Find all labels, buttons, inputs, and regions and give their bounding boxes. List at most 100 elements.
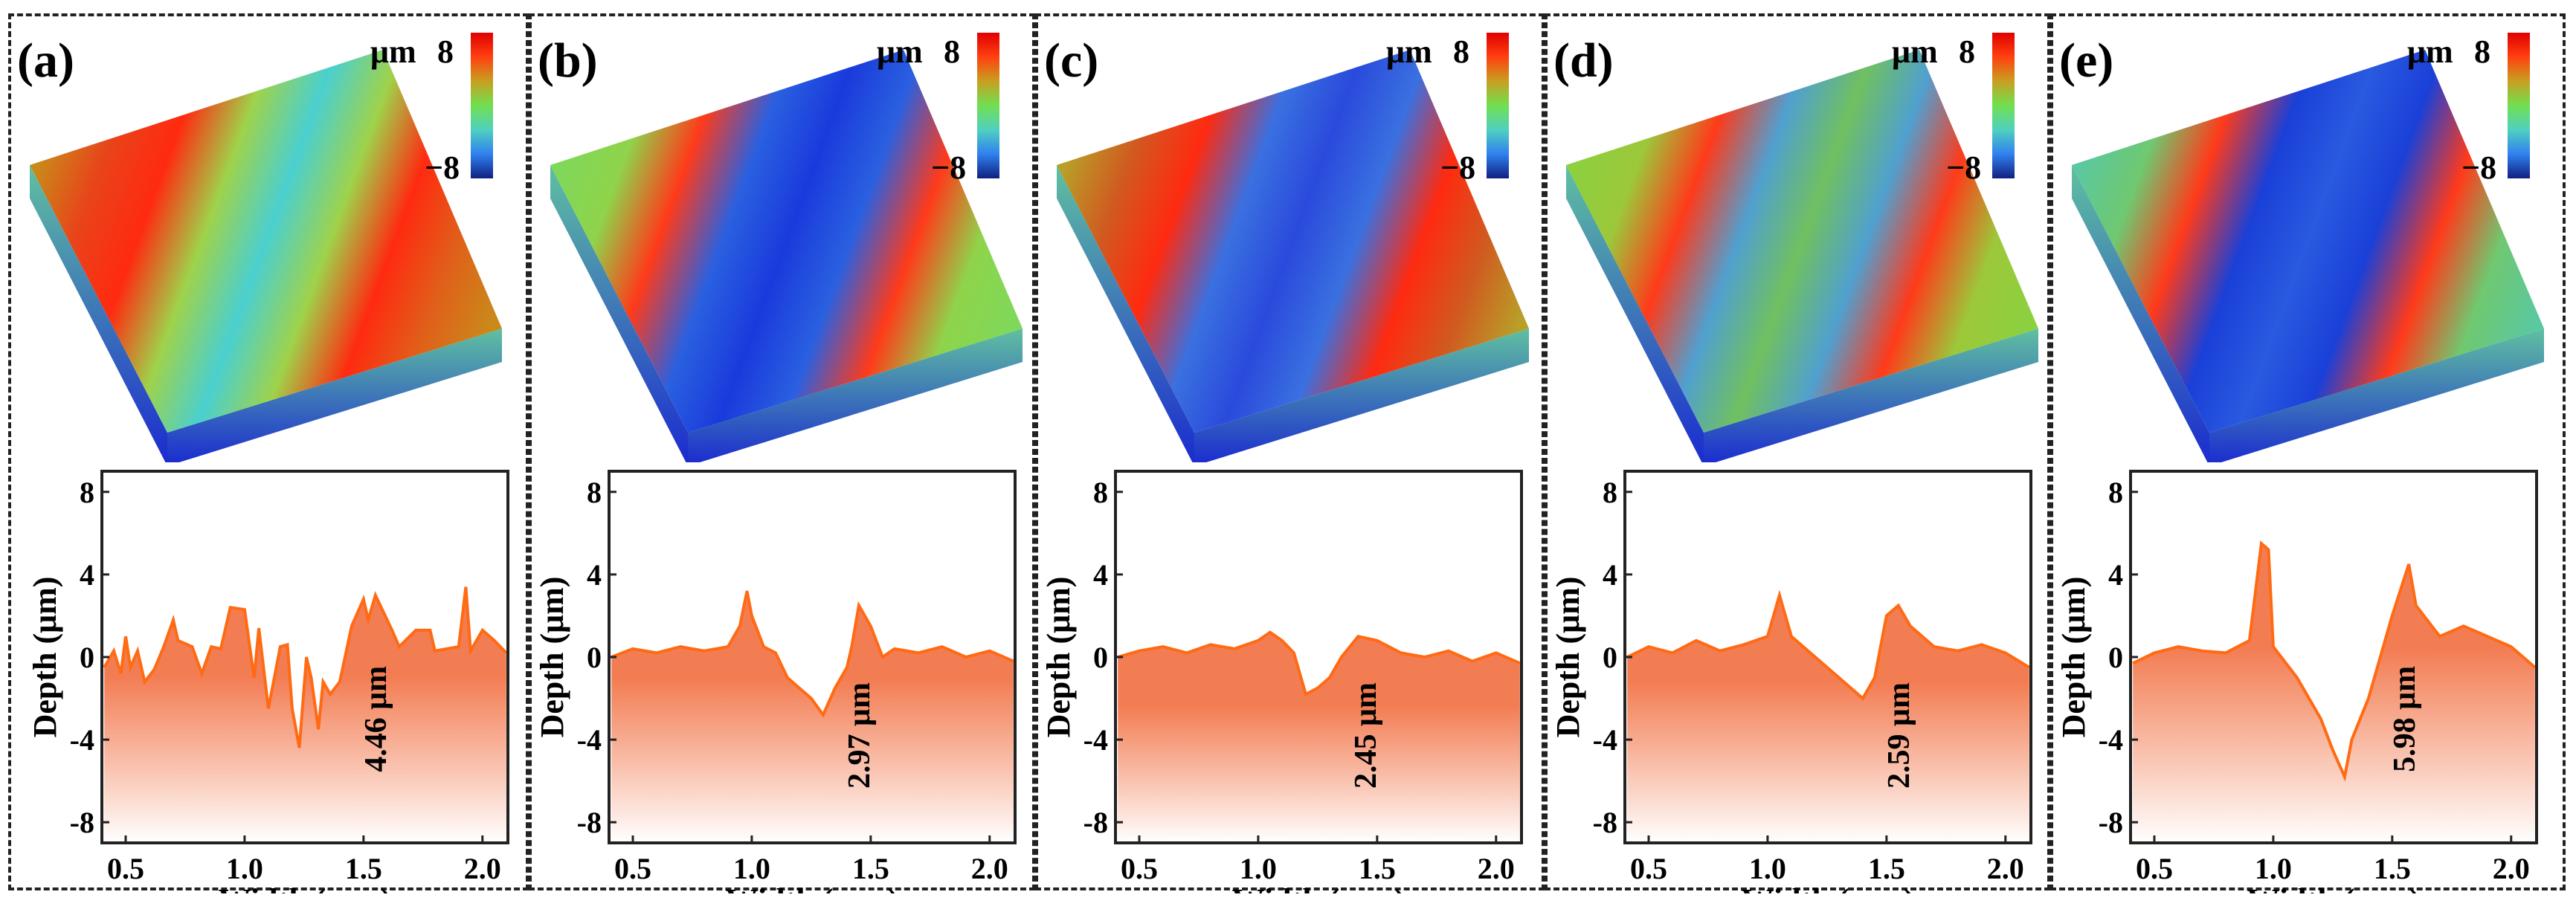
y-tick-label: -8 <box>1083 806 1108 839</box>
plot-frame <box>1623 470 2032 844</box>
surface-3d-image <box>1566 50 2038 462</box>
x-tick-label: 1.5 <box>1868 852 1905 885</box>
x-tick-label: 2.0 <box>1478 852 1515 885</box>
x-tick-label: 0.5 <box>614 852 651 885</box>
x-tick-label: 1.5 <box>2374 852 2411 885</box>
colorbar-min-label: −8 <box>425 149 460 186</box>
surface-3d-image <box>1057 50 1529 462</box>
x-tick-label: 1.5 <box>345 852 382 885</box>
surface-side-front <box>2209 329 2544 462</box>
y-axis-title: Depth (μm) <box>1550 577 1586 738</box>
panel-c: (c) μm 8 −8 0.5 1.0 1.5 2.0 8 4 0 -4 -8 Width (mm) Dep… <box>1035 13 1545 893</box>
colorbar-max-label: 8 <box>944 33 960 70</box>
panel-label: (e) <box>2059 33 2114 88</box>
x-tick-label: 1.0 <box>1240 852 1277 885</box>
profile-area-fill <box>2133 543 2535 843</box>
depth-annotation: 2.59 μm <box>1882 682 1916 789</box>
y-tick-label: -4 <box>577 723 602 757</box>
y-tick-label: 8 <box>1603 476 1617 509</box>
plot-frame <box>608 470 1017 844</box>
x-axis-title: Width (mm) <box>1742 882 1915 893</box>
depth-annotation: 5.98 μm <box>2388 666 2422 772</box>
colorbar-min-label: −8 <box>931 149 967 186</box>
x-tick-label: 1.0 <box>1749 852 1786 885</box>
y-tick-label: 0 <box>1093 641 1108 674</box>
y-tick-label: 4 <box>1093 558 1108 592</box>
profile-area-fill <box>104 586 506 843</box>
surface-side-front <box>1194 329 1529 462</box>
colorbar-max-label: 8 <box>1453 33 1469 70</box>
profile-line <box>611 590 1014 718</box>
surface-side-front <box>167 329 502 462</box>
y-tick-label: -8 <box>1593 806 1617 839</box>
surface-side-left <box>30 165 167 462</box>
x-tick-label: 1.5 <box>1359 852 1396 885</box>
y-tick-label: 8 <box>2108 476 2123 509</box>
y-tick-label: 4 <box>587 558 602 592</box>
depth-annotation: 2.45 μm <box>1349 682 1383 789</box>
x-tick-label: 1.5 <box>852 852 889 885</box>
plot-frame <box>100 470 509 844</box>
x-tick-label: 0.5 <box>107 852 144 885</box>
y-tick-label: 0 <box>587 641 602 674</box>
y-axis-title: Depth (μm) <box>1040 577 1077 738</box>
colorbar <box>2508 33 2530 178</box>
colorbar-unit-label: μm <box>1386 33 1432 70</box>
x-tick-label: 0.5 <box>1630 852 1667 885</box>
y-tick-label: 8 <box>80 476 94 509</box>
panel-d: (d) μm 8 −8 0.5 1.0 1.5 2.0 8 4 0 -4 -8 Width (mm) Dep… <box>1545 13 2050 893</box>
x-tick-label: 1.0 <box>733 852 770 885</box>
surface-side-left <box>2072 165 2209 462</box>
y-tick-label: 0 <box>80 641 94 674</box>
surface-side-left <box>1057 165 1194 462</box>
panel-label: (b) <box>538 33 598 88</box>
surface-3d-image <box>30 50 502 462</box>
x-tick-label: 2.0 <box>464 852 501 885</box>
y-tick-label: -8 <box>70 806 94 839</box>
colorbar-max-label: 8 <box>2474 33 2490 70</box>
colorbar-max-label: 8 <box>437 33 454 70</box>
y-tick-label: -8 <box>2099 806 2123 839</box>
y-tick-label: 4 <box>2108 558 2123 592</box>
colorbar <box>1992 33 2015 178</box>
plot-frame <box>2129 470 2538 844</box>
x-tick-label: 0.5 <box>2136 852 2173 885</box>
colorbar-max-label: 8 <box>1959 33 1975 70</box>
surface-top <box>30 50 502 433</box>
surface-side-front <box>688 329 1023 462</box>
profile-line <box>103 586 508 748</box>
colorbar-unit-label: μm <box>370 33 416 70</box>
y-axis-title: Depth (μm) <box>534 577 570 738</box>
surface-top <box>1566 50 2038 433</box>
surface-top <box>550 50 1023 433</box>
y-tick-label: -4 <box>70 723 94 757</box>
surface-side-left <box>550 165 688 462</box>
depth-annotation: 2.97 μm <box>843 682 877 789</box>
panel-e: (e) μm 8 −8 0.5 1.0 1.5 2.0 8 4 0 -4 -8 Width (mm) Dep… <box>2050 13 2566 893</box>
plot-frame <box>1114 470 1523 844</box>
profile-area-fill <box>1627 595 2029 843</box>
x-tick-label: 2.0 <box>1987 852 2024 885</box>
x-tick-label: 2.0 <box>2493 852 2530 885</box>
profile-line <box>2132 540 2537 782</box>
surface-side-front <box>1704 329 2038 462</box>
x-tick-label: 1.0 <box>226 852 263 885</box>
colorbar <box>977 33 999 178</box>
y-axis-title: Depth (μm) <box>2055 577 2092 738</box>
panel-a: (a) μm 8 −8 0.5 1.0 1.5 2.0 8 4 0 -4 -8 Width (mm) Dep… <box>8 13 529 893</box>
y-axis-title: Depth (μm) <box>27 577 63 738</box>
y-tick-label: 8 <box>1093 476 1108 509</box>
profile-line <box>1117 630 1521 696</box>
colorbar-min-label: −8 <box>1946 149 1982 186</box>
colorbar-unit-label: μm <box>2407 33 2453 70</box>
x-tick-label: 0.5 <box>1121 852 1158 885</box>
surface-3d-image <box>550 50 1023 462</box>
surface-side-left <box>1566 165 1704 462</box>
y-tick-label: -4 <box>1593 723 1617 757</box>
depth-annotation: 4.46 μm <box>359 666 393 772</box>
profile-line <box>1626 589 2030 701</box>
y-tick-label: 8 <box>587 476 602 509</box>
profile-area-fill <box>611 591 1014 843</box>
x-tick-label: 1.0 <box>2255 852 2292 885</box>
surface-top <box>1057 50 1529 433</box>
